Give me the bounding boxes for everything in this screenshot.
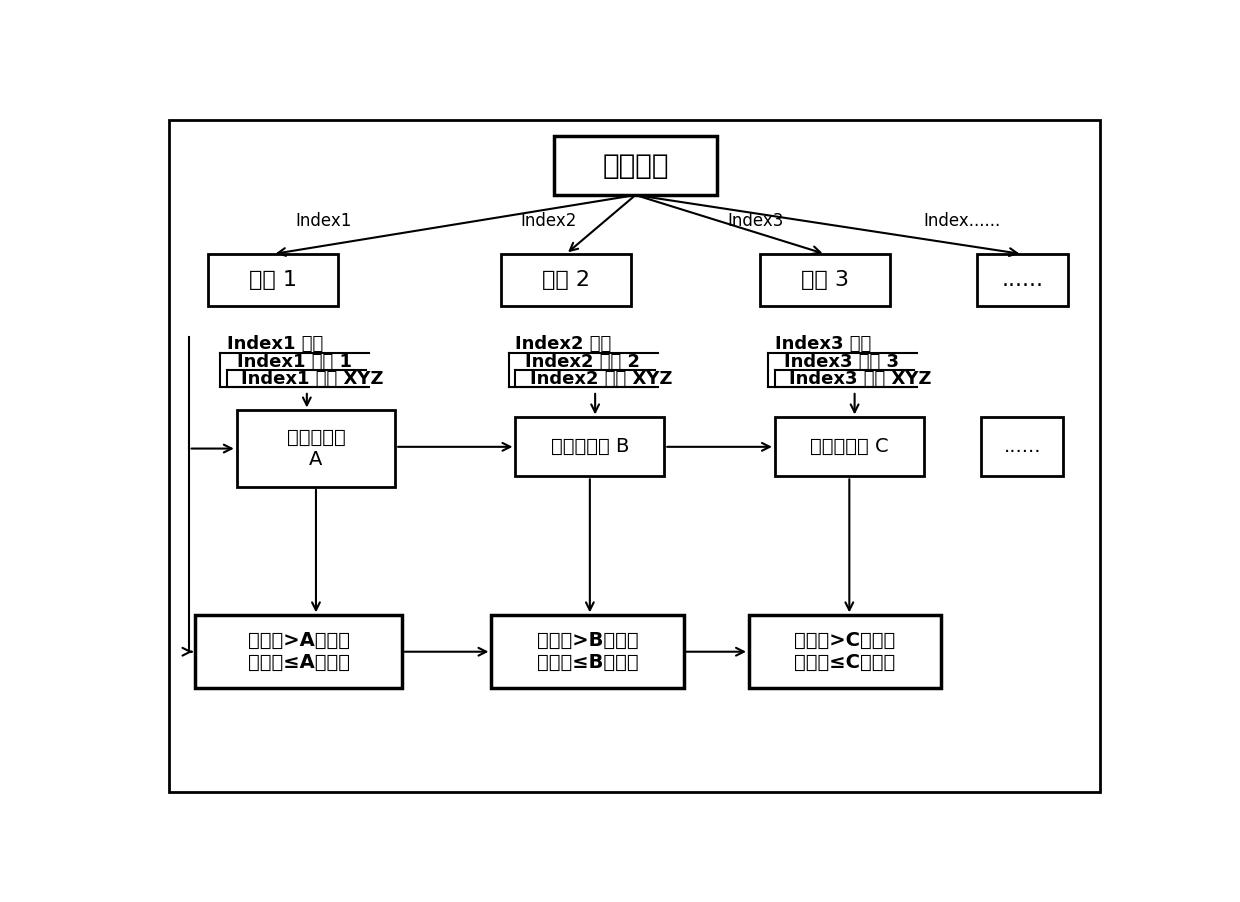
Text: 突变率>B：突变
突变率≤B：污染: 突变率>B：突变 突变率≤B：污染 <box>537 631 639 672</box>
Bar <box>237 410 396 487</box>
Text: ......: ...... <box>1003 437 1042 456</box>
Text: 计算污染率 C: 计算污染率 C <box>810 437 889 456</box>
Text: Index3 内标 3: Index3 内标 3 <box>785 353 899 371</box>
Text: Index3 内标 XYZ: Index3 内标 XYZ <box>789 370 931 388</box>
Bar <box>749 615 941 688</box>
Text: Index3 样本: Index3 样本 <box>775 336 870 354</box>
Text: Index2 内标 2: Index2 内标 2 <box>525 353 640 371</box>
Bar <box>196 615 402 688</box>
Bar <box>208 254 337 306</box>
Text: 子集 1: 子集 1 <box>249 270 296 290</box>
Bar <box>554 136 717 195</box>
Text: 突变率>A：突变
突变率≤A：污染: 突变率>A：突变 突变率≤A：污染 <box>248 631 350 672</box>
Text: 计算污染率
A: 计算污染率 A <box>286 428 346 469</box>
Bar <box>982 418 1063 476</box>
Text: 突变率>C：突变
突变率≤C：污染: 突变率>C：突变 突变率≤C：污染 <box>795 631 895 672</box>
Text: Index......: Index...... <box>924 212 1001 230</box>
Bar <box>491 615 683 688</box>
Text: 子集 3: 子集 3 <box>801 270 849 290</box>
Text: 子集 2: 子集 2 <box>542 270 590 290</box>
Text: Index2: Index2 <box>521 212 577 230</box>
Bar <box>760 254 890 306</box>
Bar <box>775 418 924 476</box>
Text: ......: ...... <box>1002 270 1043 290</box>
Text: 测序数据: 测序数据 <box>603 152 668 179</box>
Text: Index1: Index1 <box>295 212 351 230</box>
Text: Index2 内标 XYZ: Index2 内标 XYZ <box>529 370 672 388</box>
Bar <box>977 254 1068 306</box>
Text: Index1 样本: Index1 样本 <box>227 336 324 354</box>
Text: 计算污染率 B: 计算污染率 B <box>551 437 629 456</box>
Text: Index2 样本: Index2 样本 <box>516 336 611 354</box>
Text: Index3: Index3 <box>728 212 784 230</box>
Bar <box>501 254 631 306</box>
Text: Index1 内标 1: Index1 内标 1 <box>237 353 352 371</box>
Text: Index1 内标 XYZ: Index1 内标 XYZ <box>242 370 384 388</box>
Bar <box>516 418 665 476</box>
